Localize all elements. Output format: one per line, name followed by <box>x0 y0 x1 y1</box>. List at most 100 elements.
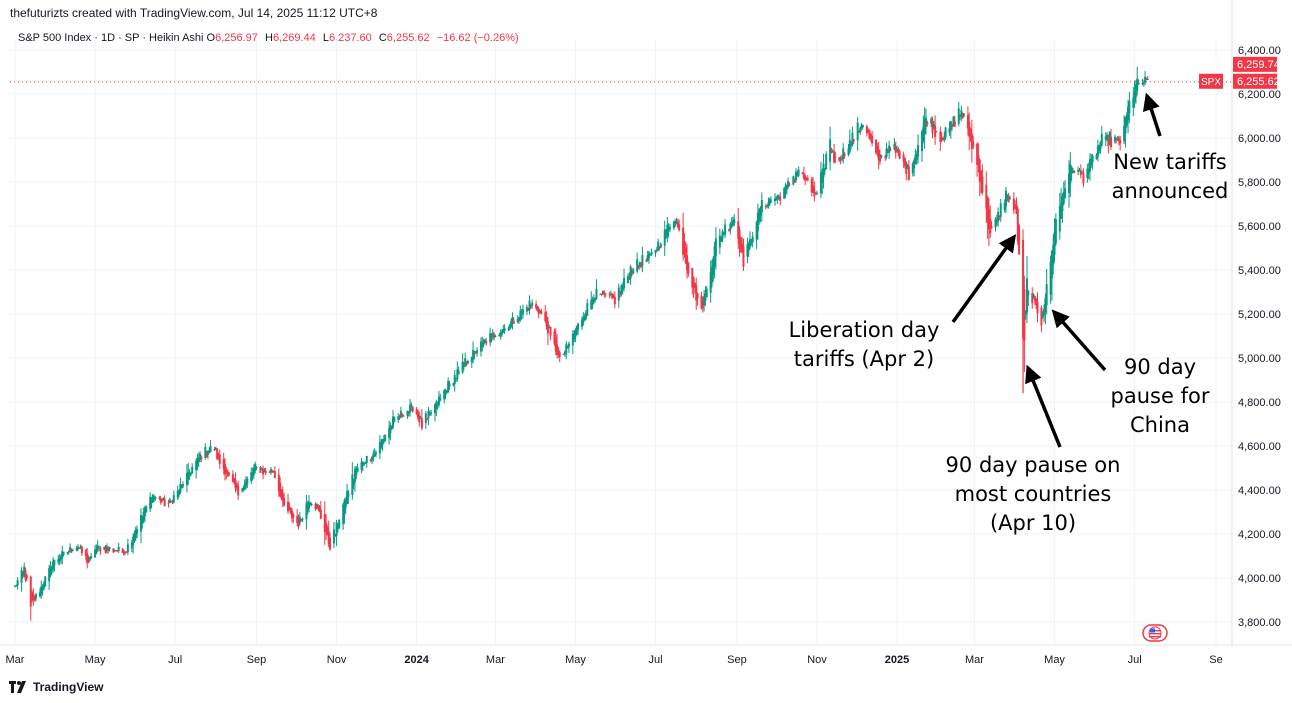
candle-body <box>603 292 606 295</box>
tradingview-brand[interactable]: TradingView <box>9 680 103 694</box>
high-label: H <box>264 32 273 44</box>
candle-body <box>216 448 219 459</box>
candle-body <box>920 131 923 152</box>
candle-body <box>682 227 685 255</box>
candle-body <box>335 522 338 537</box>
candle-body <box>730 223 733 227</box>
candle-body <box>657 241 660 251</box>
candle-body <box>856 122 859 141</box>
candle-body <box>612 296 615 298</box>
candle-body <box>1137 82 1140 85</box>
candle-body <box>251 472 254 477</box>
candle-body <box>599 293 602 295</box>
candle-body <box>1054 219 1057 244</box>
candle-body <box>305 503 308 520</box>
candle-body <box>318 507 321 512</box>
candle-body <box>562 353 565 355</box>
candle-body <box>461 361 464 373</box>
candle-body <box>1032 294 1035 299</box>
candle-body <box>452 383 455 386</box>
last-price-tag-text: 6,255.62 <box>1237 76 1280 88</box>
candle-body <box>1133 91 1136 103</box>
candle-body <box>646 255 649 261</box>
candle-body <box>280 489 283 499</box>
candle-body <box>962 114 965 116</box>
candle-body <box>502 329 505 333</box>
candle-body <box>737 221 740 239</box>
candle-body <box>325 522 328 532</box>
candle-body <box>374 452 377 455</box>
open-value: 6,256.97 <box>215 32 258 44</box>
candle-body <box>1082 172 1085 184</box>
candle-body <box>499 332 502 336</box>
candle-body <box>792 176 795 185</box>
candle-body <box>1109 136 1112 147</box>
candle-body <box>392 416 395 428</box>
candle-body <box>281 494 284 502</box>
candle-body <box>994 218 997 228</box>
candle-body <box>80 546 83 554</box>
candle-body <box>659 243 662 248</box>
candle-body <box>58 558 61 561</box>
symbol-legend[interactable]: S&P 500 Index · 1D · SP · Heikin Ashi O6… <box>18 32 519 44</box>
candle-body <box>686 255 689 271</box>
candle-body <box>445 391 448 393</box>
candle-body <box>886 152 889 154</box>
candle-body <box>79 546 82 548</box>
candle-body <box>1090 159 1093 165</box>
candle-body <box>252 467 255 475</box>
candle-body <box>319 509 322 519</box>
candle-body <box>961 113 964 118</box>
candle-body <box>969 129 972 138</box>
candle-body <box>684 247 687 264</box>
candle-body <box>563 351 566 355</box>
candle-body <box>813 189 816 197</box>
candle-body <box>903 158 906 166</box>
candle-body <box>968 121 971 137</box>
candle-body <box>187 471 190 480</box>
candle-body <box>70 549 73 553</box>
candle-body <box>1136 78 1139 91</box>
candle-body <box>401 414 404 418</box>
candle-body <box>1125 115 1128 126</box>
candle-body <box>880 154 883 159</box>
candle-body <box>932 124 935 127</box>
candle-body <box>117 546 120 551</box>
candle-body <box>535 304 538 308</box>
candle-body <box>577 323 580 330</box>
candle-body <box>356 467 359 472</box>
candle-body <box>262 469 265 475</box>
candle-body <box>567 343 570 348</box>
candle-body <box>77 546 80 549</box>
x-tick-label: 2025 <box>885 654 909 666</box>
candle-body <box>490 335 493 338</box>
candle-body <box>427 411 430 419</box>
candle-body <box>815 192 818 194</box>
candle-body <box>163 499 166 506</box>
candle-body <box>617 287 620 301</box>
candle-body <box>327 531 330 545</box>
candle-body <box>21 571 24 577</box>
x-tick-label: Nov <box>807 654 827 666</box>
candle-body <box>189 472 192 475</box>
candle-body <box>953 121 956 127</box>
candle-body <box>1052 244 1055 265</box>
candle-body <box>99 548 102 552</box>
candle-body <box>479 341 482 352</box>
candle-body <box>810 179 813 193</box>
candle-body <box>1025 278 1028 313</box>
candle-body <box>1098 146 1101 152</box>
candle-body <box>343 500 346 515</box>
candle-body <box>23 566 26 575</box>
candle-body <box>608 293 611 295</box>
candle-body <box>511 317 514 324</box>
us-flag-icon[interactable] <box>1142 624 1168 642</box>
candle-body <box>911 163 914 174</box>
candle-body <box>859 127 862 133</box>
candle-body <box>875 139 878 153</box>
candle-body <box>658 246 661 249</box>
candle-body <box>553 331 556 344</box>
candle-body <box>482 340 485 345</box>
candle-body <box>1079 170 1082 176</box>
